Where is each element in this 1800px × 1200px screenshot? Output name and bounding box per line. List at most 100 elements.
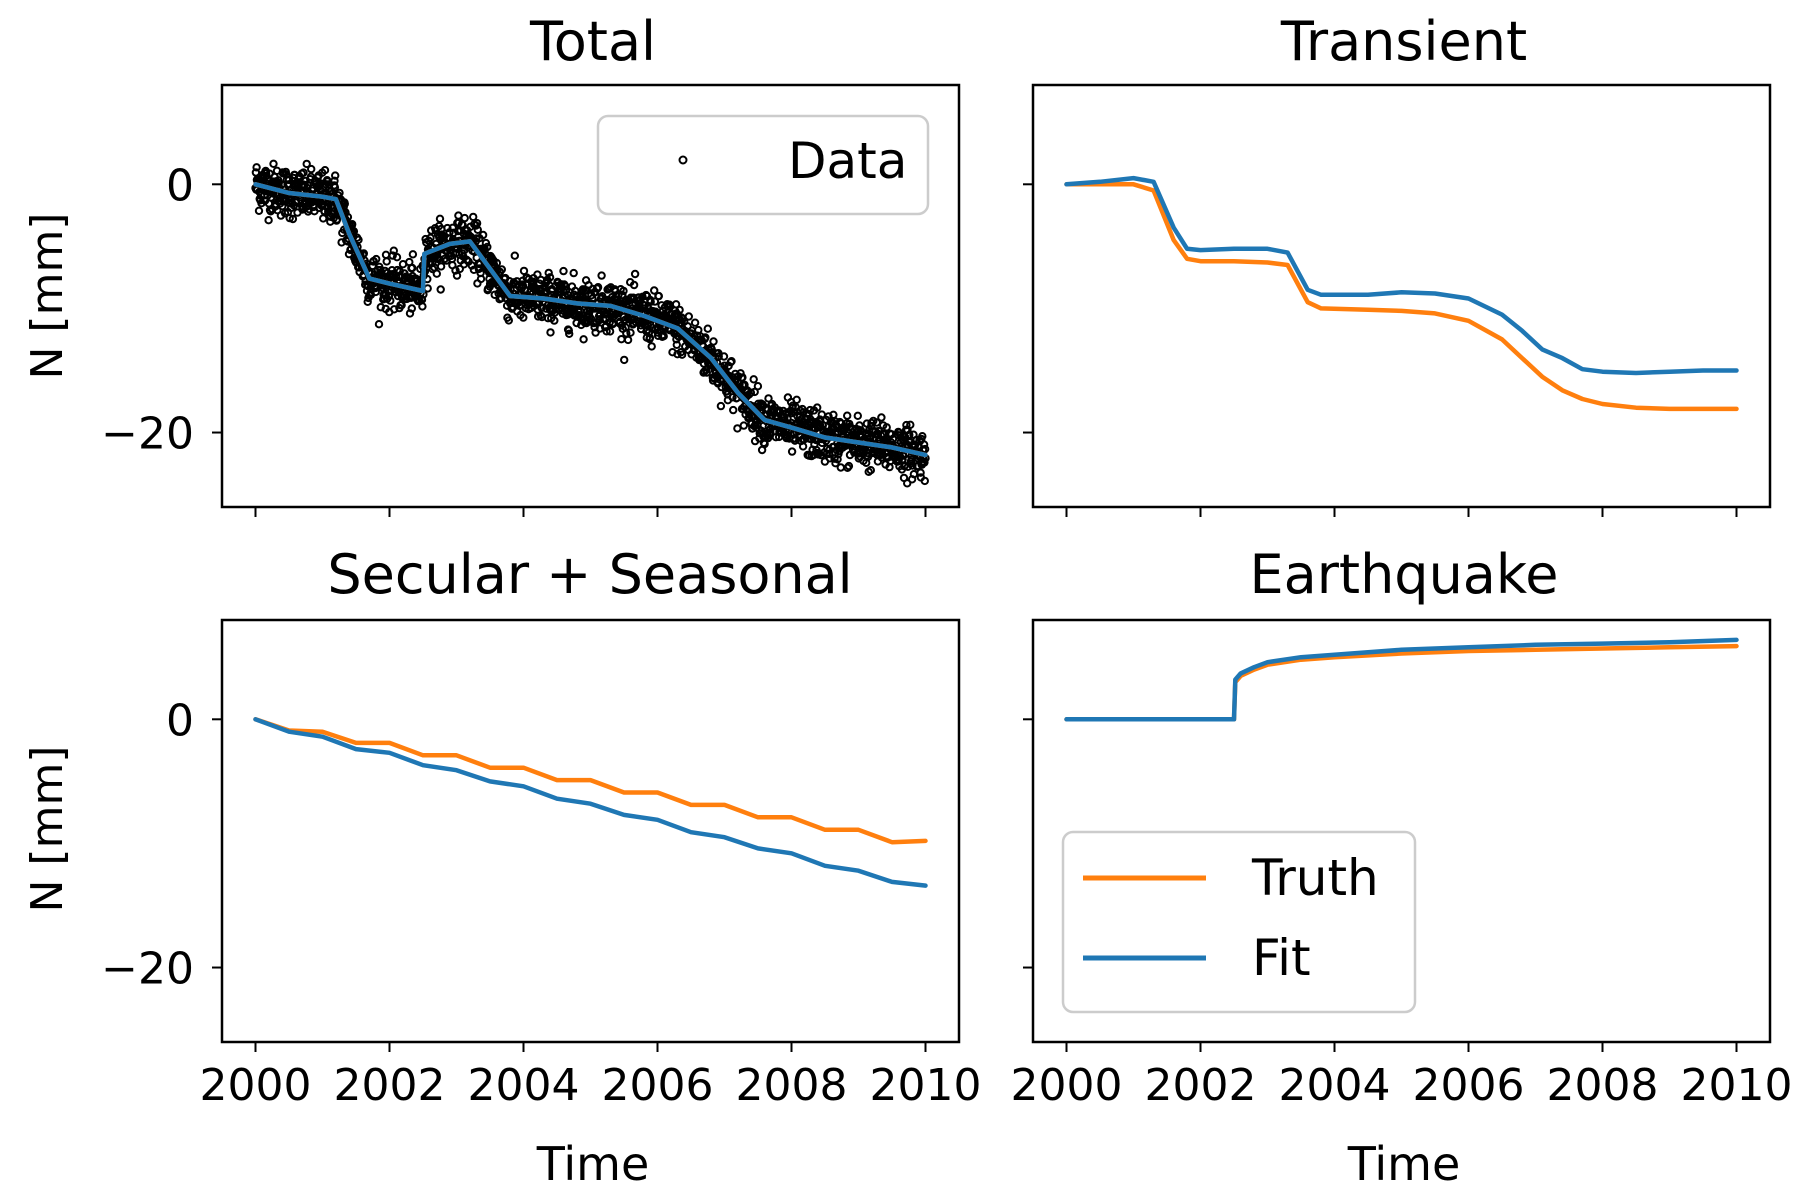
data-point — [630, 269, 640, 279]
data-point — [478, 230, 488, 240]
plot-content — [251, 159, 930, 488]
data-point — [593, 283, 603, 292]
data-point — [490, 290, 499, 299]
series-line-truth — [1064, 643, 1739, 722]
x-tick-label: 2000 — [200, 1060, 312, 1111]
series-line-fit — [253, 182, 928, 458]
data-point — [645, 333, 655, 342]
data-point — [550, 316, 559, 325]
y-axis-label-total: N [mm] — [22, 213, 73, 380]
data-point — [331, 171, 340, 180]
data-point — [382, 257, 391, 266]
data-point — [702, 368, 711, 377]
data-point — [659, 332, 668, 341]
data-point — [455, 264, 464, 274]
data-point — [389, 246, 398, 255]
data-point — [843, 411, 852, 420]
data-point — [519, 313, 528, 322]
plot-area-earthquake: 2000 2002 2004 2006 2008 2010 — [1011, 618, 1793, 1111]
data-point — [672, 340, 681, 349]
data-point — [916, 468, 925, 477]
data-point — [736, 369, 745, 378]
x-tick-label: 2006 — [1413, 1060, 1525, 1111]
data-point — [671, 300, 681, 309]
data-point — [436, 262, 446, 271]
data-point — [388, 251, 397, 260]
data-point — [675, 305, 684, 315]
legend-box-total — [596, 114, 930, 216]
data-point — [619, 286, 628, 296]
data-point — [866, 466, 875, 475]
data-point — [620, 355, 629, 365]
data-point — [905, 430, 914, 439]
data-point — [449, 228, 458, 238]
data-point — [629, 280, 639, 290]
panel-earthquake: Earthquake 2000 2002 2004 2006 2008 2010 Time… — [1011, 543, 1793, 1191]
data-point — [472, 234, 481, 243]
data-point — [546, 328, 555, 337]
data-point — [906, 420, 915, 429]
data-point — [833, 455, 842, 464]
data-point — [481, 238, 491, 248]
panel-title-secular-seasonal: Secular + Seasonal — [327, 543, 852, 606]
data-point — [597, 271, 606, 280]
data-point — [292, 198, 301, 207]
data-point — [483, 242, 492, 252]
x-tick-label: 2004 — [1279, 1060, 1391, 1111]
data-point — [733, 424, 742, 433]
data-point — [626, 328, 635, 337]
data-point — [559, 266, 568, 276]
data-point — [753, 382, 763, 391]
data-point — [690, 318, 700, 327]
x-tick-label: 2006 — [602, 1060, 714, 1111]
legend-marker-data — [678, 155, 688, 165]
data-point — [863, 452, 873, 462]
axes-frame — [220, 83, 961, 509]
data-point — [902, 420, 911, 430]
data-point — [872, 418, 881, 427]
panel-title-total: Total — [529, 10, 656, 73]
data-point — [435, 214, 445, 224]
series-line-fit — [1064, 175, 1739, 376]
x-tick-label: 2010 — [1681, 1060, 1793, 1111]
data-point — [909, 470, 919, 479]
data-point — [749, 375, 758, 384]
data-point — [436, 285, 445, 294]
data-point — [565, 329, 574, 338]
data-point — [684, 312, 693, 321]
data-point — [813, 403, 822, 412]
x-tick-label: 2002 — [1145, 1060, 1257, 1111]
data-point — [719, 352, 729, 361]
plot-area-total: 0 −20 — [101, 83, 961, 517]
data-point — [408, 263, 417, 273]
x-axis-label-earthquake: Time — [1347, 1137, 1461, 1191]
data-point — [903, 479, 912, 488]
x-tick-label: 2008 — [736, 1060, 848, 1111]
data-point — [561, 286, 571, 295]
legend-label-fit: Fit — [1252, 929, 1311, 987]
legend-label-truth: Truth — [1251, 849, 1379, 907]
data-point — [519, 266, 529, 276]
data-point — [646, 297, 655, 306]
data-point — [423, 284, 432, 293]
series-line-fit — [1064, 637, 1739, 722]
data-point — [683, 322, 692, 331]
data-point — [475, 264, 484, 273]
x-tick-label: 2000 — [1011, 1060, 1123, 1111]
data-point — [269, 159, 278, 169]
y-tick-label: −20 — [101, 409, 194, 460]
data-point — [853, 411, 862, 420]
legend-total: Data — [596, 114, 930, 216]
data-point — [288, 214, 298, 224]
data-point — [703, 324, 712, 333]
data-point — [709, 337, 718, 346]
y-tick-label: −20 — [101, 944, 194, 995]
data-point — [787, 447, 797, 456]
data-point — [278, 202, 287, 211]
data-point — [418, 302, 427, 311]
panel-title-earthquake: Earthquake — [1250, 543, 1559, 606]
data-point — [254, 206, 264, 216]
panel-title-transient: Transient — [1280, 10, 1527, 73]
data-point — [299, 168, 308, 177]
